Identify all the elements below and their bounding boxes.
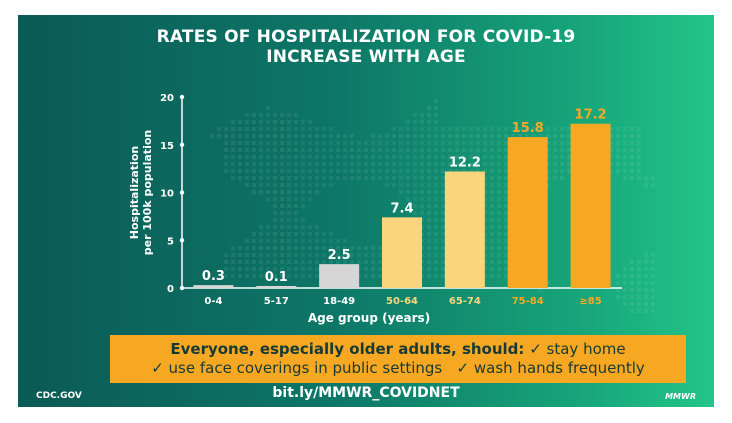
y-tick-label: 15 [160,141,174,152]
x-tick-label: ≥85 [579,296,601,307]
footer-source: CDC.GOV [36,391,82,401]
title-line-2: INCREASE WITH AGE [266,47,466,67]
y-tick-dot [179,142,185,147]
bar-value-label: 0.1 [265,270,288,285]
y-tick-label: 5 [167,236,174,247]
advice-item-stay-home: ✓ stay home [529,340,626,358]
bar-18-49 [319,264,360,288]
advice-item-wash-hands: ✓ wash hands frequently [456,359,645,377]
footer-link[interactable]: bit.ly/MMWR_COVIDNET [272,385,460,401]
footer-logo: MMWR [665,392,696,401]
bar-value-label: 17.2 [575,108,607,123]
x-tick-label: 50-64 [386,296,418,307]
y-tick-dot [179,190,185,195]
x-tick-label: 0-4 [204,296,222,307]
advice-item-face-coverings: ✓ use face coverings in public settings [151,359,443,377]
bar-≥85 [570,123,611,289]
y-tick-dot [179,94,185,100]
infographic-card: RATES OF HOSPITALIZATION FOR COVID-19 IN… [18,15,714,407]
bar-value-label: 12.2 [449,155,481,170]
advice-banner: Everyone, especially older adults, shoul… [110,335,686,383]
chart-title: RATES OF HOSPITALIZATION FOR COVID-19 IN… [18,27,714,67]
bar-5-17 [256,286,297,288]
x-tick-label: 65-74 [449,296,481,307]
bar-value-label: 15.8 [512,121,544,136]
advice-lead: Everyone, especially older adults, shoul… [170,340,525,358]
y-tick-label: 0 [167,284,174,295]
title-line-1: RATES OF HOSPITALIZATION FOR COVID-19 [156,27,576,47]
bar-value-label: 0.3 [202,269,225,284]
bar-chart: 0 5 10 15 20 Hospitalizationper 100k populati… [128,93,622,325]
y-tick-dot [179,285,185,291]
bar-75-84 [507,137,548,288]
bar-value-label: 2.5 [328,248,351,263]
bar-50-64 [382,217,422,288]
bar-65-74 [444,171,485,288]
x-tick-label: 5-17 [264,296,289,307]
y-axis-label-line-2: per 100k population [141,130,154,255]
bar-0-4 [193,285,234,288]
y-axis-label: Hospitalizationper 100k population [128,130,154,255]
y-tick-dot [179,238,185,243]
y-tick-label: 20 [160,93,174,104]
y-tick-label: 10 [160,189,174,200]
x-tick-label: 75-84 [512,296,544,307]
x-tick-label: 18-49 [323,296,355,307]
bar-value-label: 7.4 [390,201,413,216]
x-axis-label: Age group (years) [308,311,430,325]
y-axis-label-line-1: Hospitalization [128,146,141,239]
